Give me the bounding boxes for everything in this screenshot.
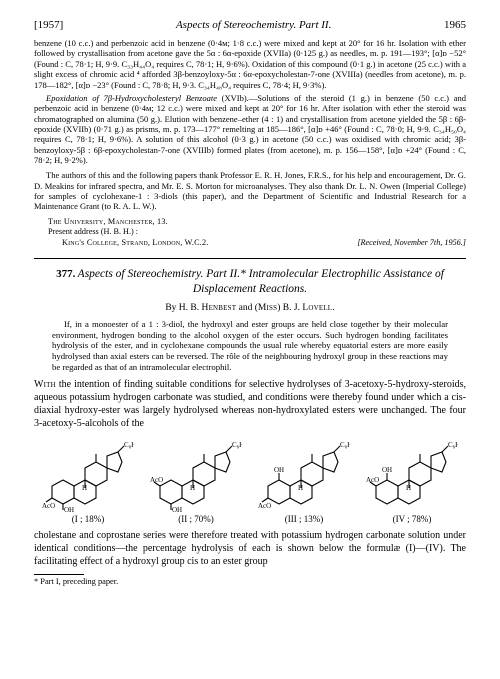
fig-label-4: (IV ; 78%) [364,514,460,526]
structure-2: C₈H₁₇ AcO OH H [148,440,244,512]
svg-text:AcO: AcO [258,502,271,510]
steroid-skeleton-icon: C₈H₁₇ AcO OH H [366,440,458,512]
svg-text:C₈H₁₇: C₈H₁₇ [124,441,134,449]
svg-text:AcO: AcO [150,476,163,484]
affiliation-block: The University, Manchester, 13. Present … [34,217,466,249]
article-number: 377. [56,268,75,280]
runhead-title: Aspects of Stereochemistry. Part II. [63,18,444,32]
fig-label-1: (I ; 18%) [40,514,136,526]
svg-text:AcO: AcO [42,502,55,510]
runhead-page: 1965 [444,18,466,32]
svg-text:H: H [82,484,87,492]
fig-label-3: (III ; 13%) [256,514,352,526]
svg-text:C₈H₁₇: C₈H₁₇ [448,441,458,449]
body-para-2: cholestane and coprostane series were th… [34,530,466,568]
p2-body: (XVIb).—Solutions of the steroid (1 g.) … [34,93,466,165]
structure-1: C₈H₁₇ AcO OH H [40,440,136,512]
running-head: [1957] Aspects of Stereochemistry. Part … [34,18,466,32]
body-para-1: With the intention of finding suitable c… [34,379,466,430]
page: [1957] Aspects of Stereochemistry. Part … [0,0,500,600]
svg-text:H: H [190,484,195,492]
dropcap-with: With [34,379,56,390]
svg-text:OH: OH [64,506,74,512]
svg-text:OH: OH [172,506,182,512]
affil-line-2: Present address (H. B. H.) : [48,227,466,238]
svg-text:OH: OH [382,466,392,474]
svg-text:AcO: AcO [366,476,379,484]
svg-text:C₈H₁₇: C₈H₁₇ [232,441,242,449]
article-title: Aspects of Stereochemistry. Part II.* In… [78,268,444,295]
structure-row: C₈H₁₇ AcO OH H C₈H₁₇ [34,436,466,512]
ital-heading: Epoxidation of 7β-Hydroxycholesteryl Ben… [46,93,217,103]
runhead-year: [1957] [34,18,63,32]
steroid-skeleton-icon: C₈H₁₇ AcO OH H [150,440,242,512]
structure-3: C₈H₁₇ AcO OH H [256,440,352,512]
svg-text:C₈H₁₇: C₈H₁₇ [340,441,350,449]
affil-line-1: The University, Manchester, 13. [48,217,466,228]
svg-text:H: H [406,484,411,492]
abstract: If, in a monoester of a 1 : 3-diol, the … [52,319,448,372]
paragraph-continuation: benzene (10 c.c.) and perbenzoic acid in… [34,38,466,90]
fig-label-2: (II ; 70%) [148,514,244,526]
body1-rest: the intention of finding suitable condit… [34,379,466,428]
svg-text:OH: OH [274,466,284,474]
svg-text:H: H [298,484,303,492]
steroid-skeleton-icon: C₈H₁₇ AcO OH H [42,440,134,512]
paragraph-epoxidation: Epoxidation of 7β-Hydroxycholesteryl Ben… [34,93,466,166]
structure-labels: (I ; 18%) (II ; 70%) (III ; 13%) (IV ; 7… [34,514,466,526]
structure-4: C₈H₁₇ AcO OH H [364,440,460,512]
paragraph-ack: The authors of this and the following pa… [34,170,466,211]
received-date: [Received, November 7th, 1956.] [357,238,466,249]
byline: By H. B. Henbest and (Miss) B. J. Lovell… [34,302,466,314]
article-title-block: 377. Aspects of Stereochemistry. Part II… [34,267,466,297]
steroid-skeleton-icon: C₈H₁₇ AcO OH H [258,440,350,512]
section-rule [34,258,466,259]
footnote: * Part I, preceding paper. [34,577,466,588]
affil-line-3: King's College, Strand, London, W.C.2. [62,238,209,249]
footnote-rule [34,574,84,575]
